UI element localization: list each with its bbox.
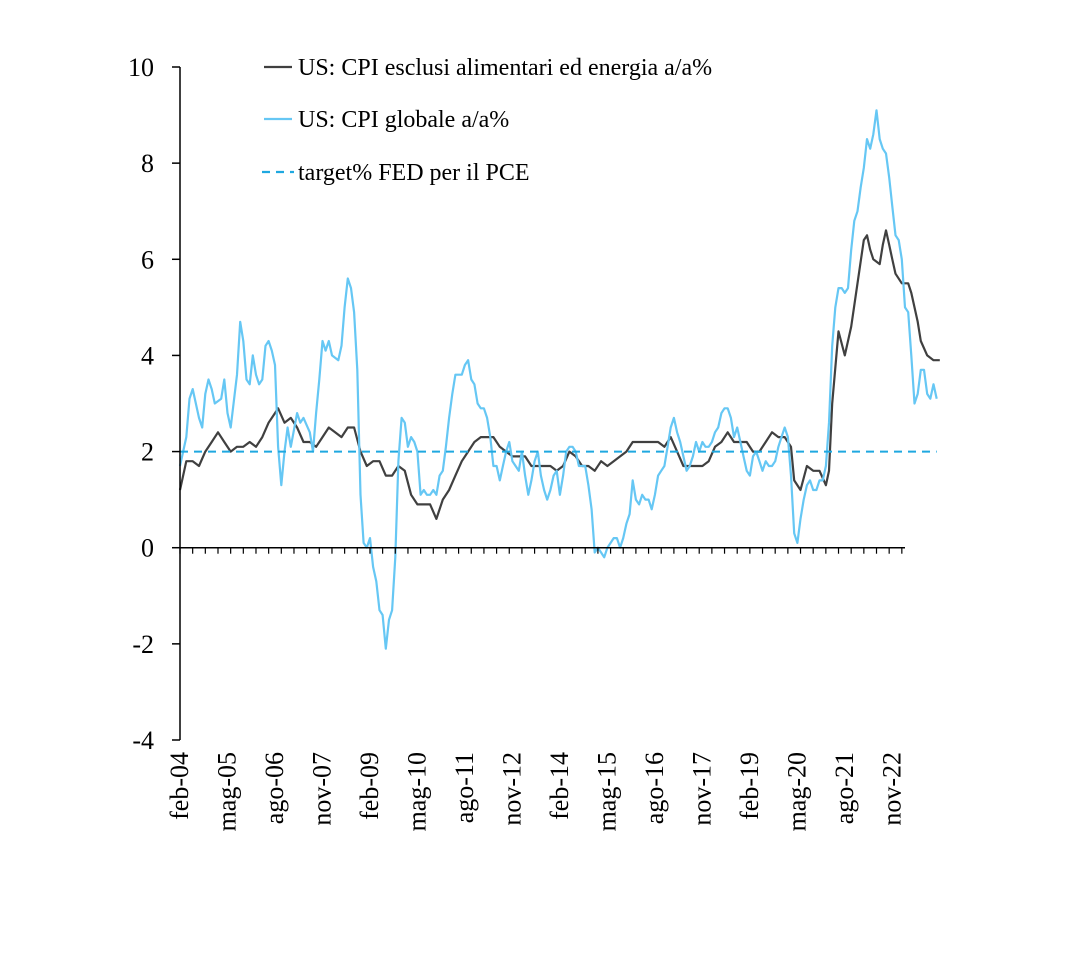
x-tick-label: mag-10 — [402, 752, 431, 831]
x-tick-label: feb-19 — [735, 752, 764, 820]
y-tick-label: -2 — [132, 630, 154, 659]
x-tick-label: mag-15 — [592, 752, 621, 831]
series-line-1 — [178, 229, 940, 520]
x-tick-label: feb-09 — [355, 752, 384, 820]
y-tick-label: 6 — [141, 245, 154, 274]
x-tick-label: nov-22 — [877, 752, 906, 826]
series-line-2 — [178, 109, 938, 650]
y-tick-label: 0 — [141, 534, 154, 563]
x-tick-label: ago-06 — [260, 752, 289, 824]
x-tick-label: mag-05 — [212, 752, 241, 831]
y-tick-label: 4 — [141, 341, 154, 370]
x-tick-label: mag-20 — [782, 752, 811, 831]
legend-label-2: US: CPI globale a/a% — [298, 107, 509, 133]
x-tick-label: nov-12 — [497, 752, 526, 826]
y-tick-label: -4 — [132, 726, 154, 755]
y-tick-label: 8 — [141, 149, 154, 178]
x-tick-label: ago-11 — [450, 752, 479, 823]
axes-layer: -4 -2 0 2 4 6 8 10 feb-04 mag-05 ago-06 nov-07 feb-0… — [128, 53, 906, 831]
y-tick-label: 2 — [141, 438, 154, 467]
x-tick-label: ago-16 — [640, 752, 669, 824]
legend: US: CPI esclusi alimentari ed energia a/… — [262, 55, 712, 186]
x-tick-label: ago-21 — [830, 752, 859, 824]
x-tick-label: feb-04 — [165, 752, 194, 820]
x-tick-label: nov-07 — [307, 752, 336, 826]
y-tick-label: 10 — [128, 53, 154, 82]
x-tick-label: nov-17 — [687, 752, 716, 826]
legend-label-3: target% FED per il PCE — [298, 160, 530, 186]
x-tick-label: feb-14 — [545, 752, 574, 820]
legend-label-1: US: CPI esclusi alimentari ed energia a/… — [298, 55, 712, 81]
series-layer — [178, 109, 940, 650]
